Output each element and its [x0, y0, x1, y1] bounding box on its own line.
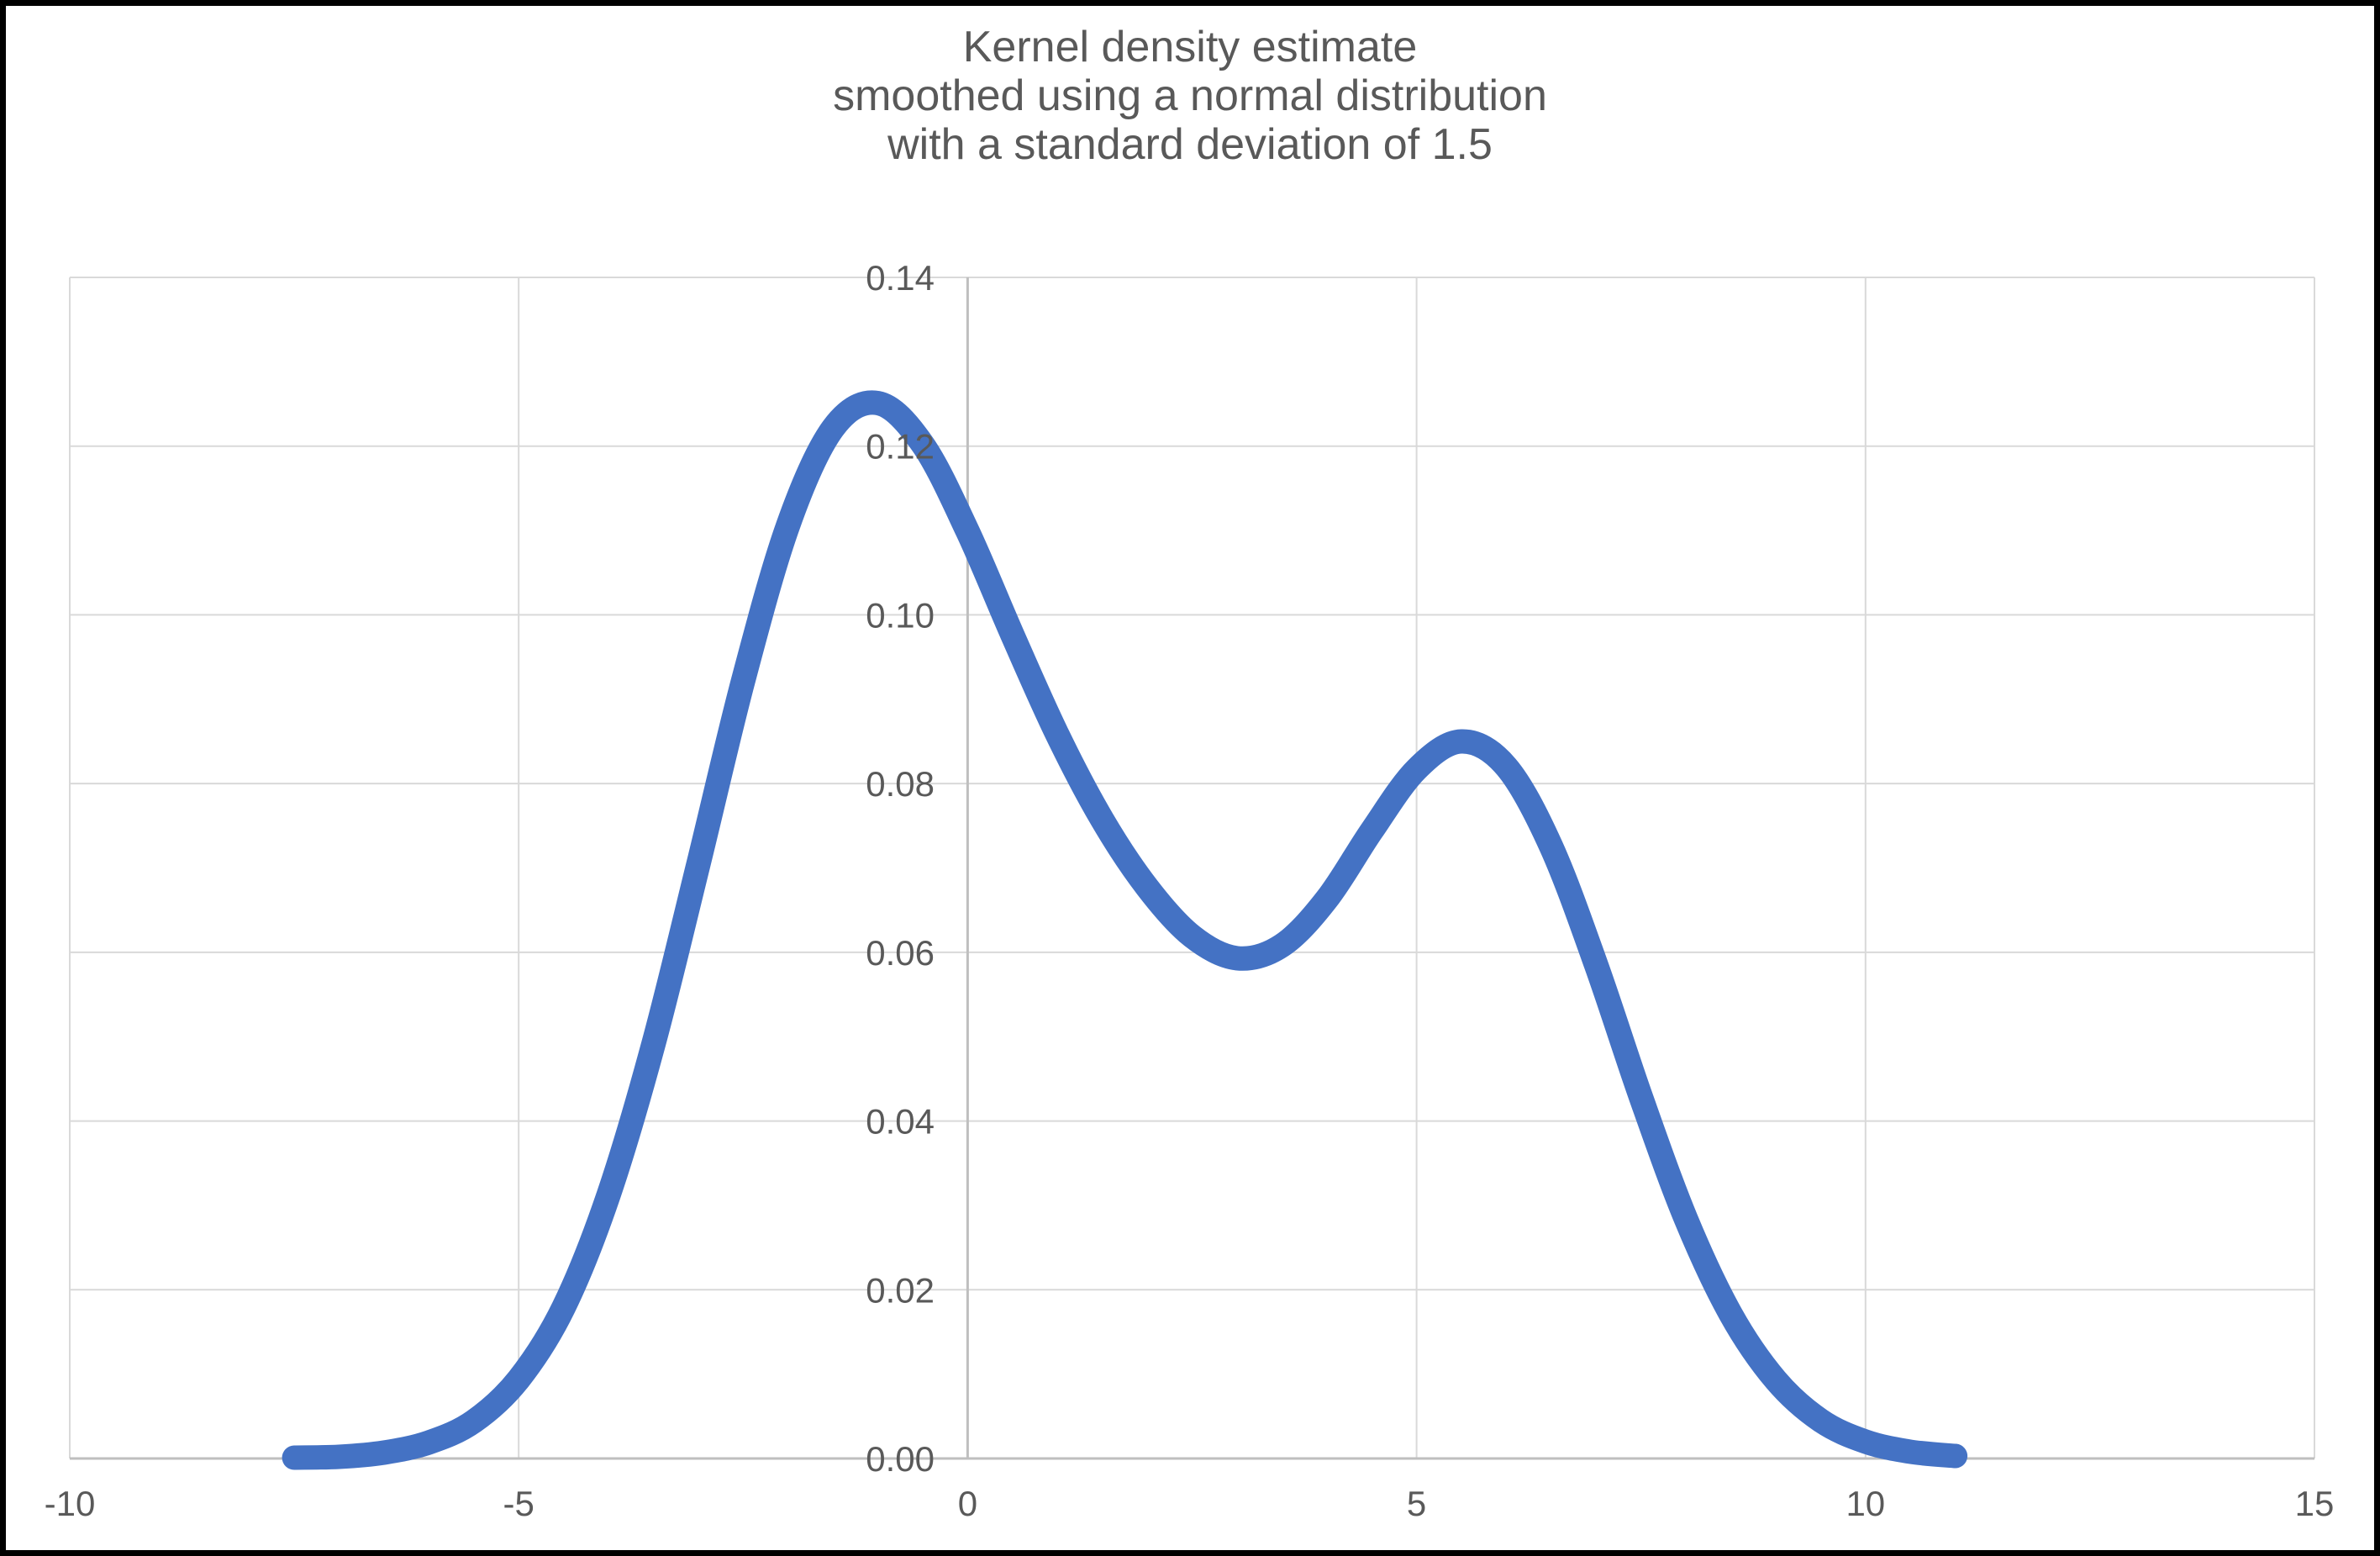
- x-tick-label: 10: [1846, 1484, 1885, 1523]
- chart-title: Kernel density estimate smoothed using a…: [6, 23, 2374, 169]
- x-tick-label: -10: [45, 1484, 96, 1523]
- x-tick-label: 0: [958, 1484, 977, 1523]
- axes: [70, 277, 2314, 1460]
- chart-title-line-1: Kernel density estimate: [962, 23, 1418, 71]
- x-tick-label: 5: [1407, 1484, 1426, 1523]
- kde-line-chart: 0.00 0.02 0.04 0.06 0.08 0.10 0.12 0.14 -10 -5 0 5…: [45, 258, 2335, 1523]
- y-tick-label: 0.02: [866, 1270, 935, 1310]
- y-axis-tick-labels: 0.00 0.02 0.04 0.06 0.08 0.10 0.12 0.14: [866, 258, 935, 1479]
- series-group: [282, 390, 1968, 1470]
- y-tick-label: 0.06: [866, 933, 935, 973]
- x-axis-tick-labels: -10 -5 0 5 10 15: [45, 1484, 2335, 1523]
- y-tick-label: 0.12: [866, 427, 935, 467]
- kde-curve: [282, 390, 1968, 1470]
- y-tick-label: 0.08: [866, 764, 935, 804]
- x-tick-label: 15: [2295, 1484, 2335, 1523]
- chart-title-line-2: smoothed using a normal distribution: [833, 71, 1547, 120]
- y-tick-label: 0.00: [866, 1439, 935, 1479]
- chart-title-line-3: with a standard deviation of 1.5: [887, 120, 1493, 169]
- y-tick-label: 0.14: [866, 258, 935, 298]
- x-tick-label: -5: [503, 1484, 534, 1523]
- gridlines: [69, 277, 2315, 1459]
- y-tick-label: 0.10: [866, 595, 935, 635]
- y-tick-label: 0.04: [866, 1102, 935, 1142]
